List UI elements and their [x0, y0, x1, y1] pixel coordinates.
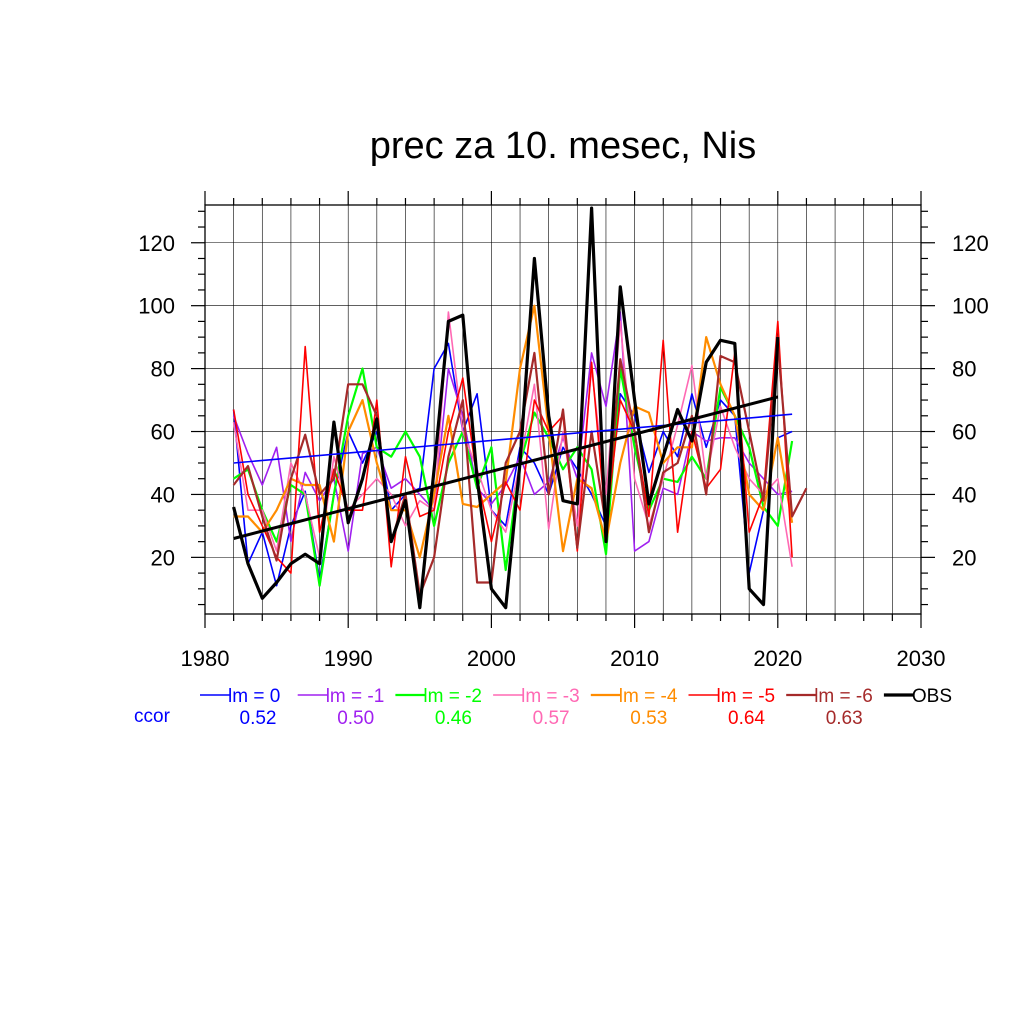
trend-line-lm-0: [233, 413, 793, 464]
ccor-value-lm-2: 0.46: [435, 708, 472, 729]
legend-label-obs: OBS: [912, 686, 952, 707]
y-axis-left-tick-labels: 20 40 60 80 100 120: [138, 231, 175, 571]
y-tick-label-left: 120: [138, 231, 175, 256]
legend-label-lm-5: lm = -5: [717, 686, 776, 707]
y-tick-label-left: 80: [151, 357, 175, 382]
y-axis-right-tick-labels: 20 40 60 80 100 120: [952, 231, 989, 571]
legend-label-lm-2: lm = -2: [423, 686, 482, 707]
y-tick-label-right: 40: [952, 482, 976, 507]
y-tick-label-left: 60: [151, 420, 175, 445]
legend-label-lm-3: lm = -3: [521, 686, 580, 707]
series-line-obs: [232, 206, 780, 610]
legend-label-lm-4: lm = -4: [619, 686, 678, 707]
x-axis-tick-labels: 1980 1990 2000 2010 2020 2030: [181, 646, 946, 671]
y-tick-label-left: 100: [138, 294, 175, 319]
trend-line-obs: [233, 395, 779, 540]
x-tick-label: 2020: [753, 646, 802, 671]
plot-area: [232, 206, 808, 610]
chart-title: prec za 10. mesec, Nis: [370, 125, 756, 167]
trend-lines: [233, 395, 793, 540]
x-tick-label: 1990: [324, 646, 373, 671]
ccor-value-lm-1: 0.50: [337, 708, 374, 729]
x-tick-label: 1980: [181, 646, 230, 671]
ccor-value-lm-0: 0.52: [240, 708, 277, 729]
ccor-value-lm-6: 0.63: [826, 708, 863, 729]
ccor-value-lm-3: 0.57: [533, 708, 570, 729]
legend-label-lm-1: lm = -1: [326, 686, 385, 707]
ccor-value-lm-5: 0.64: [728, 708, 765, 729]
x-tick-label: 2030: [897, 646, 946, 671]
x-tick-label: 2010: [610, 646, 659, 671]
x-tick-label: 2000: [467, 646, 516, 671]
y-tick-label-right: 120: [952, 231, 989, 256]
y-tick-label-right: 80: [952, 357, 976, 382]
legend-label-lm-0: lm = 0: [228, 686, 280, 707]
y-tick-label-right: 60: [952, 420, 976, 445]
legend-label-lm-6: lm = -6: [814, 686, 873, 707]
plot-frame: [204, 204, 922, 615]
axis-ticks: [191, 191, 935, 628]
y-tick-label-left: 20: [151, 545, 175, 570]
ccor-label: ccor: [134, 706, 171, 727]
series-line-lm-2: [232, 367, 794, 587]
y-tick-label-right: 20: [952, 545, 976, 570]
y-tick-label-left: 40: [151, 482, 175, 507]
y-tick-label-right: 100: [952, 294, 989, 319]
ccor-value-lm-4: 0.53: [630, 708, 667, 729]
